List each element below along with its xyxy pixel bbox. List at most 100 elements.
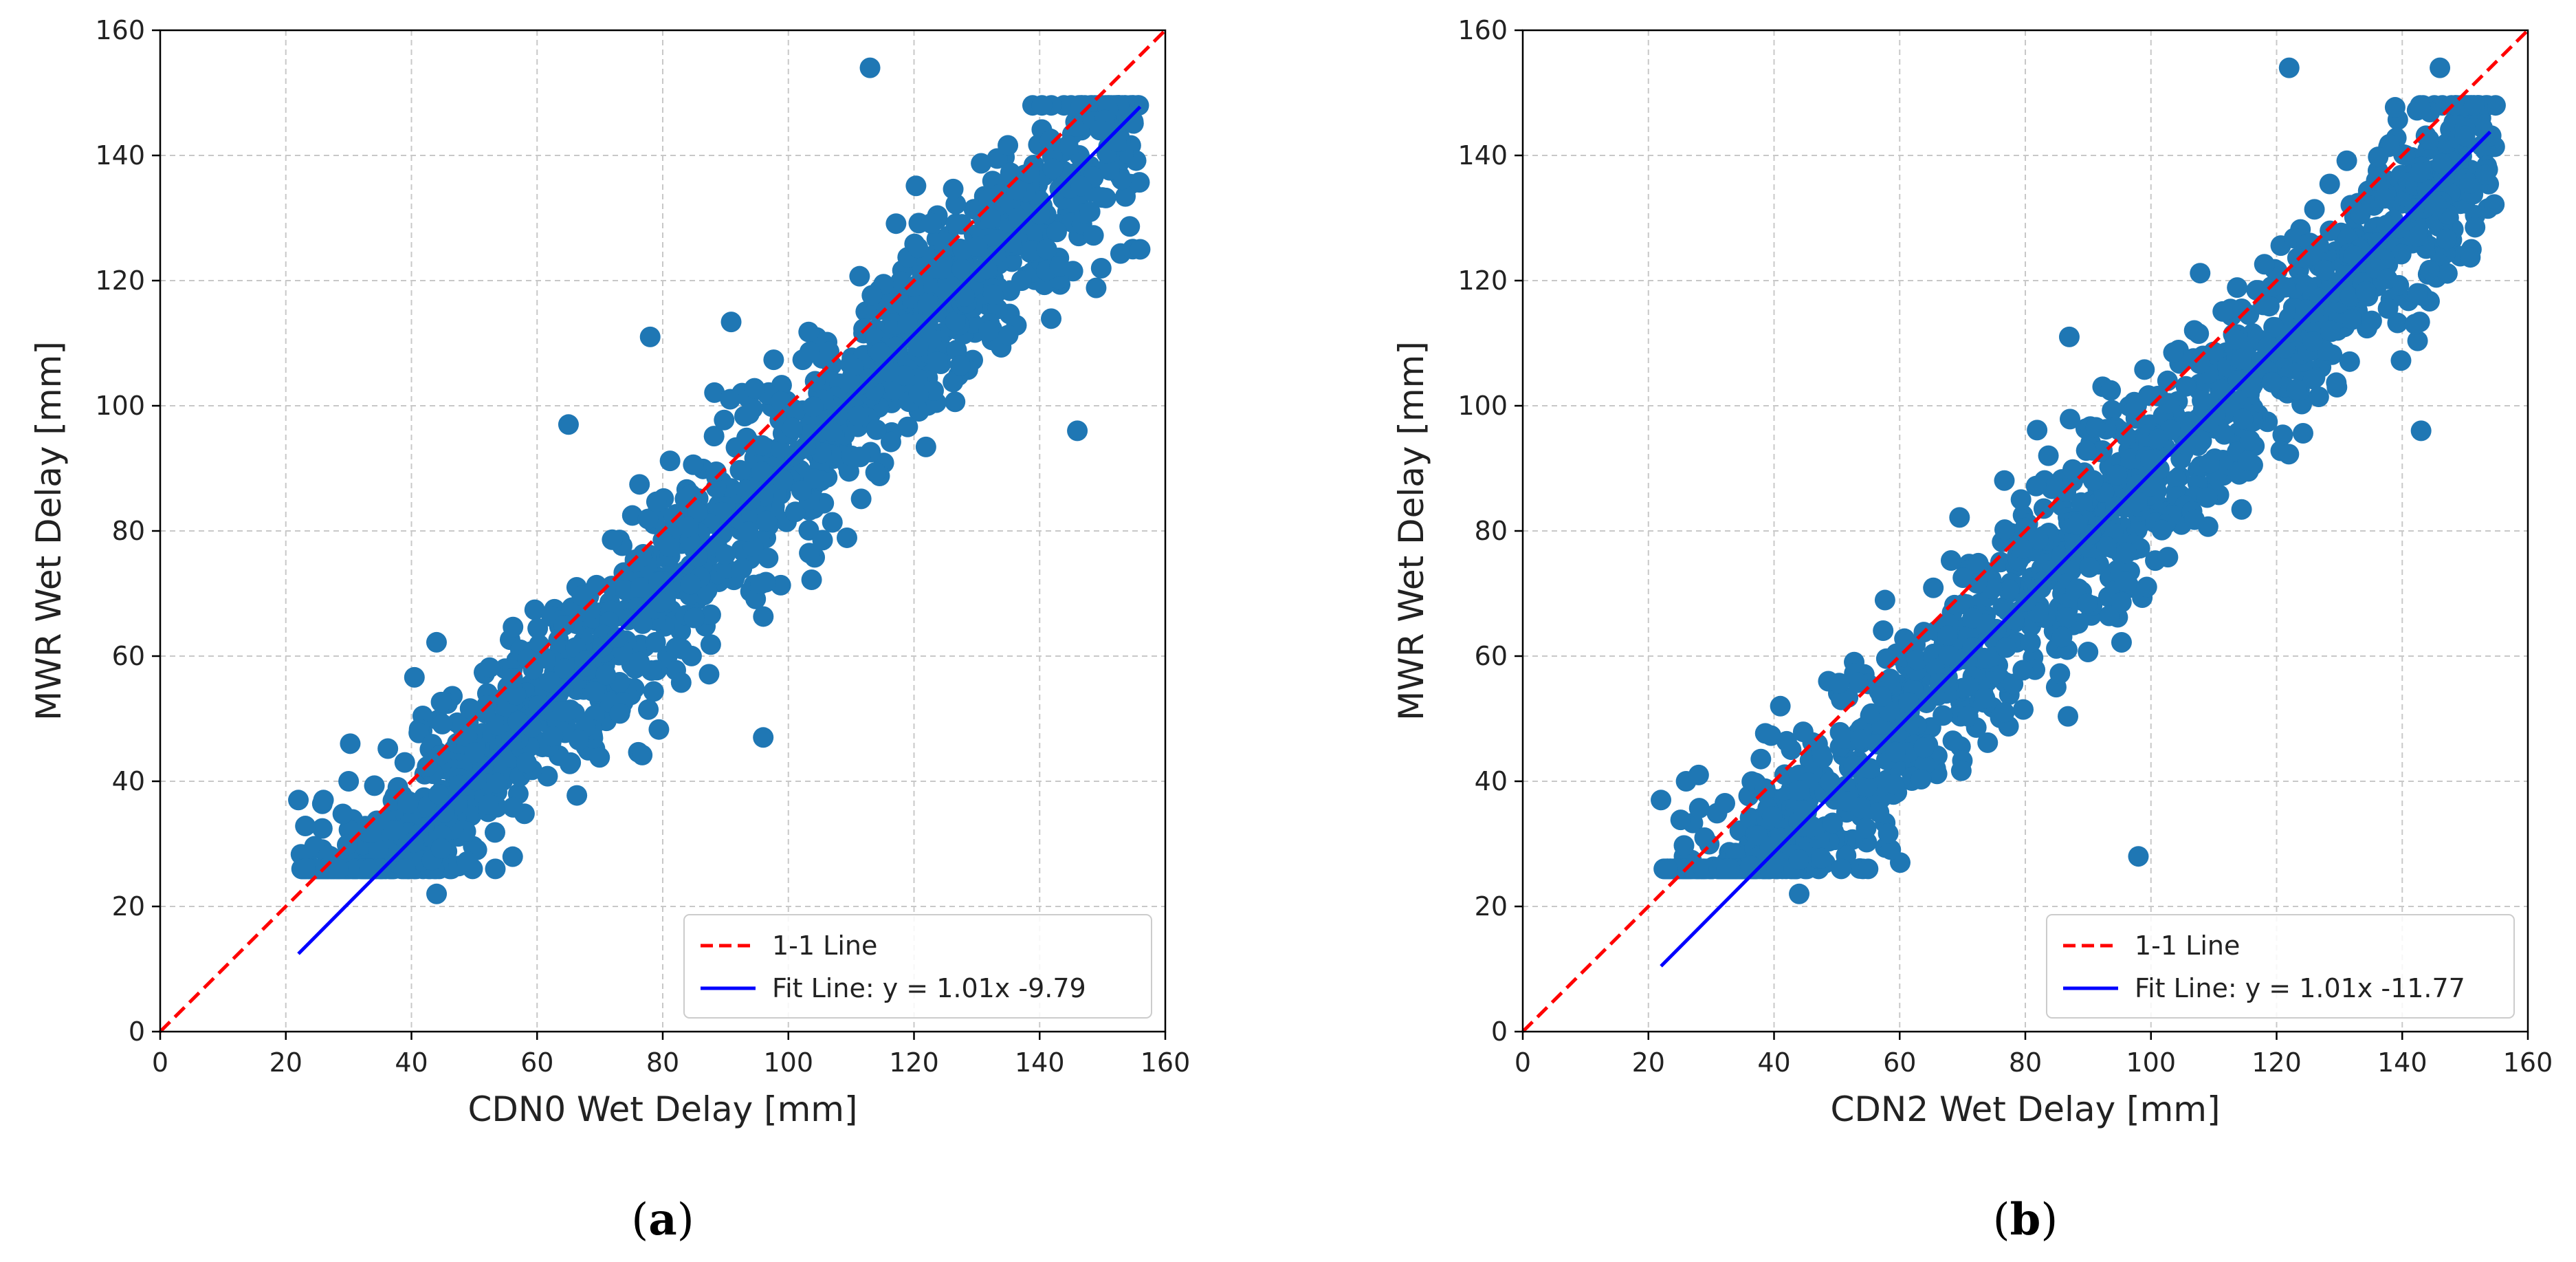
data-point bbox=[753, 606, 774, 627]
x-tick-label: 60 bbox=[1883, 1047, 1916, 1078]
data-point bbox=[836, 527, 857, 548]
data-point bbox=[1673, 835, 1695, 856]
ticks: 0 20 40 60 80 100 120 140 160 0 20 40 60 80 100 120 140 1… bbox=[1457, 15, 2553, 1078]
x-axis-label: CDN0 Wet Delay [mm] bbox=[468, 1089, 858, 1129]
data-point bbox=[931, 259, 952, 280]
data-point bbox=[2336, 150, 2357, 171]
data-point bbox=[539, 671, 560, 693]
data-point bbox=[2272, 424, 2293, 446]
data-point bbox=[327, 858, 349, 880]
data-point bbox=[1811, 847, 1832, 869]
data-point bbox=[1765, 858, 1787, 880]
data-marks bbox=[1521, 29, 2529, 1033]
data-point bbox=[1994, 701, 2015, 723]
data-point bbox=[1092, 187, 1113, 208]
y-tick-label: 100 bbox=[1457, 391, 1508, 421]
data-point bbox=[943, 371, 964, 393]
data-point bbox=[2286, 379, 2307, 400]
data-point bbox=[880, 431, 901, 453]
data-point bbox=[2292, 423, 2313, 444]
data-point bbox=[822, 421, 843, 442]
data-point bbox=[2085, 417, 2106, 438]
one-to-one-line bbox=[1521, 29, 2529, 1033]
data-point bbox=[434, 802, 455, 823]
data-point bbox=[558, 414, 579, 435]
x-tick-label: 0 bbox=[152, 1047, 168, 1078]
data-point bbox=[980, 208, 1001, 229]
data-point bbox=[1974, 688, 1996, 709]
y-tick-label: 80 bbox=[1475, 516, 1508, 546]
chart-panel-b: 0 20 40 60 80 100 120 140 160 0 20 40 60 80 100 120 140 1… bbox=[1391, 15, 2553, 1245]
fit-line bbox=[1660, 130, 2491, 968]
data-point bbox=[1029, 204, 1050, 225]
data-point bbox=[2224, 329, 2245, 350]
data-point bbox=[394, 752, 415, 773]
data-point bbox=[659, 536, 680, 557]
data-point bbox=[945, 193, 967, 215]
data-point bbox=[908, 383, 929, 404]
data-point bbox=[971, 153, 992, 174]
data-point bbox=[456, 851, 478, 872]
y-tick-label: 40 bbox=[112, 766, 145, 796]
data-point bbox=[2407, 226, 2428, 247]
data-point bbox=[1874, 589, 1895, 611]
data-point bbox=[2384, 97, 2406, 118]
data-point bbox=[1688, 764, 1709, 785]
data-point bbox=[2320, 220, 2341, 241]
data-point bbox=[720, 312, 742, 333]
data-point bbox=[2014, 517, 2036, 538]
data-point bbox=[700, 634, 721, 655]
data-point bbox=[954, 285, 976, 307]
data-point bbox=[1850, 729, 1871, 750]
data-point bbox=[559, 753, 580, 774]
data-point bbox=[905, 175, 927, 197]
data-point bbox=[849, 265, 870, 287]
data-point bbox=[639, 326, 661, 347]
data-point bbox=[383, 820, 404, 841]
x-tick-label: 120 bbox=[2252, 1047, 2302, 1078]
data-point bbox=[1869, 801, 1890, 823]
data-point bbox=[822, 512, 843, 533]
data-point bbox=[1938, 644, 1959, 666]
data-point bbox=[1860, 703, 1882, 724]
data-point bbox=[637, 508, 659, 530]
x-tick-label: 60 bbox=[520, 1047, 553, 1078]
data-point bbox=[621, 505, 643, 526]
data-point bbox=[1942, 730, 1963, 752]
data-point bbox=[2355, 281, 2377, 302]
data-point bbox=[2463, 95, 2485, 116]
x-tick-label: 160 bbox=[2503, 1047, 2553, 1078]
legend: 1-1 Line Fit Line: y = 1.01x -11.77 bbox=[2046, 914, 2515, 1019]
y-tick-label: 160 bbox=[95, 15, 145, 45]
data-point bbox=[2231, 349, 2252, 370]
data-point bbox=[2012, 538, 2033, 559]
data-point bbox=[1057, 135, 1079, 156]
data-point bbox=[2377, 268, 2398, 290]
data-point bbox=[1847, 672, 1869, 693]
data-point bbox=[2278, 444, 2300, 465]
data-point bbox=[2157, 547, 2179, 568]
data-point bbox=[1822, 812, 1843, 834]
data-point bbox=[1999, 579, 2020, 600]
data-point bbox=[632, 744, 653, 765]
data-point bbox=[1688, 798, 1710, 819]
data-point bbox=[1962, 637, 1983, 658]
data-point bbox=[426, 883, 448, 904]
data-point bbox=[918, 275, 939, 296]
y-tick-label: 0 bbox=[1491, 1016, 1508, 1047]
data-point bbox=[430, 691, 452, 712]
data-point bbox=[2126, 491, 2148, 512]
data-point bbox=[311, 818, 333, 839]
data-point bbox=[377, 738, 399, 759]
data-point bbox=[1884, 741, 1906, 763]
data-point bbox=[850, 488, 872, 510]
data-point bbox=[671, 638, 692, 660]
data-point bbox=[2484, 194, 2505, 215]
data-point bbox=[426, 631, 447, 653]
y-tick-label: 20 bbox=[1475, 891, 1508, 922]
data-point bbox=[1884, 774, 1905, 795]
data-point bbox=[602, 529, 623, 550]
data-point bbox=[2175, 376, 2197, 397]
data-point bbox=[2115, 425, 2137, 446]
data-point bbox=[629, 474, 650, 495]
